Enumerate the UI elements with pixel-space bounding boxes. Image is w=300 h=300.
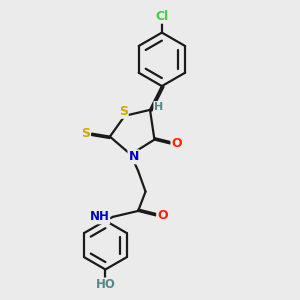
Text: HO: HO bbox=[95, 278, 116, 291]
Text: NH: NH bbox=[89, 210, 109, 224]
Text: O: O bbox=[171, 137, 182, 150]
Text: O: O bbox=[157, 209, 168, 222]
Text: S: S bbox=[81, 127, 90, 140]
Text: S: S bbox=[119, 105, 128, 118]
Text: H: H bbox=[154, 102, 164, 112]
Text: Cl: Cl bbox=[155, 10, 169, 23]
Text: N: N bbox=[128, 150, 139, 163]
